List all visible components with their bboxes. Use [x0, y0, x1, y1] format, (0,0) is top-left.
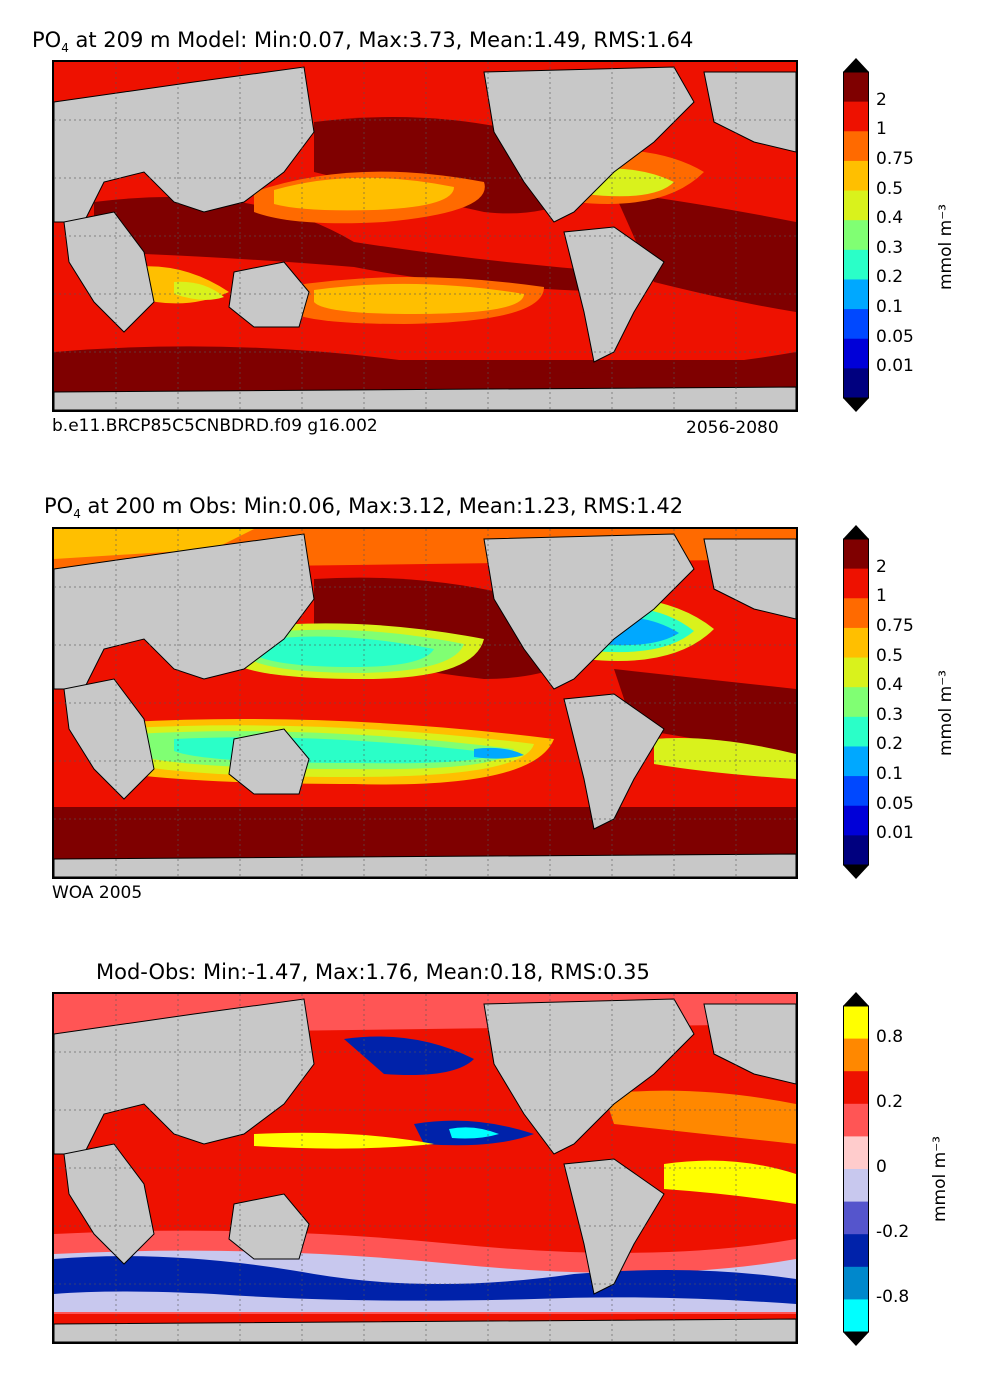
colorbar-tick-label: 0.3 [876, 237, 904, 258]
colorbar-tick-label: 1 [876, 119, 887, 140]
panel-1-map-svg [54, 62, 796, 410]
colorbar-tick-label: 0.05 [876, 326, 914, 347]
colorbar-tick-label: 2 [876, 556, 887, 577]
colorbar-swatch [843, 249, 869, 280]
colorbar-swatch [843, 1006, 869, 1040]
colorbar-tick-label: 2 [876, 89, 887, 110]
colorbar-swatch [843, 1169, 869, 1203]
panel-1-title-sub: 4 [61, 41, 69, 56]
colorbar-tick-label: 0.01 [876, 356, 914, 377]
panel-2-title: PO4 at 200 m Obs: Min:0.06, Max:3.12, Me… [44, 494, 683, 521]
colorbar-swatch [843, 568, 869, 599]
colorbar-swatch [843, 279, 869, 310]
panel-1-colorbar-swatches [843, 58, 869, 412]
colorbar-tick-label: 0 [876, 1157, 887, 1177]
colorbar-bottom-arrow [843, 1332, 869, 1346]
colorbar-top-arrow [843, 992, 869, 1006]
panel-2-map [52, 527, 798, 879]
colorbar-swatch [843, 368, 869, 399]
panel-1-title-prefix: PO [32, 28, 62, 52]
panel-1-map [52, 60, 798, 412]
colorbar-tick-label: -0.2 [876, 1222, 910, 1243]
colorbar-swatch [843, 131, 869, 162]
colorbar-tick-label: 0.2 [876, 734, 904, 755]
colorbar-tick-label: 0.1 [876, 764, 904, 785]
panel-2-colorbar [843, 525, 869, 879]
panel-2-title-rest: at 200 m Obs: Min:0.06, Max:3.12, Mean:1… [80, 494, 684, 518]
panel-2-colorbar-unit: mmol m⁻³ [936, 670, 956, 756]
colorbar-swatch [843, 1299, 869, 1333]
colorbar-tick-label: 0.2 [876, 267, 904, 288]
panel-3-colorbar-unit: mmol m⁻³ [930, 1136, 950, 1222]
colorbar-swatch [843, 190, 869, 221]
panel-3-map-svg [54, 994, 796, 1342]
colorbar-tick-label: -0.8 [876, 1287, 910, 1308]
panel-3-colorbar-swatches [843, 992, 869, 1346]
colorbar-tick-label: 0.5 [876, 178, 904, 199]
colorbar-swatch [843, 627, 869, 659]
colorbar-tick-label: 0.01 [876, 823, 914, 844]
panel-2-colorbar-swatches [843, 525, 869, 879]
panel-1-title: PO4 at 209 m Model: Min:0.07, Max:3.73, … [32, 28, 693, 55]
colorbar-swatch [843, 835, 869, 866]
colorbar-tick-label: 1 [876, 586, 887, 607]
panel-1-title-rest: at 209 m Model: Min:0.07, Max:3.73, Mean… [68, 28, 694, 52]
colorbar-swatch [843, 1103, 869, 1137]
colorbar-top-arrow [843, 525, 869, 539]
colorbar-tick-label: 0.75 [876, 615, 914, 636]
colorbar-swatch [843, 598, 869, 629]
colorbar-swatch [843, 1136, 869, 1170]
panel-3-title: Mod-Obs: Min:-1.47, Max:1.76, Mean:0.18,… [96, 960, 650, 984]
panel-2-map-svg [54, 529, 796, 877]
panel-2-source: WOA 2005 [52, 883, 143, 903]
colorbar-swatch [843, 220, 869, 251]
colorbar-top-arrow [843, 58, 869, 72]
colorbar-swatch [843, 805, 869, 836]
colorbar-swatch [843, 1071, 869, 1105]
colorbar-tick-label: 0.5 [876, 645, 904, 666]
colorbar-tick-label: 0.8 [876, 1026, 904, 1047]
colorbar-tick-label: 0.75 [876, 148, 914, 169]
colorbar-swatch [843, 657, 869, 688]
colorbar-tick-label: 0.05 [876, 793, 914, 814]
colorbar-swatch [843, 1234, 869, 1268]
panel-2-title-prefix: PO [44, 494, 74, 518]
panel-3-colorbar [843, 992, 869, 1346]
colorbar-tick-label: 0.4 [876, 675, 904, 696]
colorbar-swatch [843, 687, 869, 718]
panel-3-title-text: Mod-Obs: Min:-1.47, Max:1.76, Mean:0.18,… [96, 960, 650, 984]
colorbar-bottom-arrow [843, 398, 869, 412]
colorbar-swatch [843, 309, 869, 340]
colorbar-tick-label: 0.4 [876, 208, 904, 229]
colorbar-swatch [843, 746, 869, 777]
colorbar-swatch [843, 1201, 869, 1235]
colorbar-bottom-arrow [843, 865, 869, 879]
panel-3-map [52, 992, 798, 1344]
colorbar-swatch [843, 72, 869, 103]
panel-2-title-sub: 4 [73, 507, 81, 522]
panel-1-period: 2056-2080 [686, 418, 779, 438]
colorbar-tick-label: 0.3 [876, 704, 904, 725]
colorbar-swatch [843, 1266, 869, 1300]
colorbar-swatch [843, 776, 869, 807]
panel-1-colorbar [843, 58, 869, 412]
panel-1-run-id: b.e11.BRCP85C5CNBDRD.f09 g16.002 [52, 416, 378, 436]
colorbar-swatch [843, 101, 869, 132]
colorbar-tick-label: 0.2 [876, 1091, 904, 1112]
colorbar-swatch [843, 716, 869, 747]
colorbar-swatch [843, 1038, 869, 1072]
panel-1-colorbar-unit: mmol m⁻³ [936, 204, 956, 290]
colorbar-swatch [843, 338, 869, 369]
colorbar-swatch [843, 160, 869, 192]
colorbar-tick-label: 0.1 [876, 297, 904, 318]
colorbar-swatch [843, 539, 869, 570]
